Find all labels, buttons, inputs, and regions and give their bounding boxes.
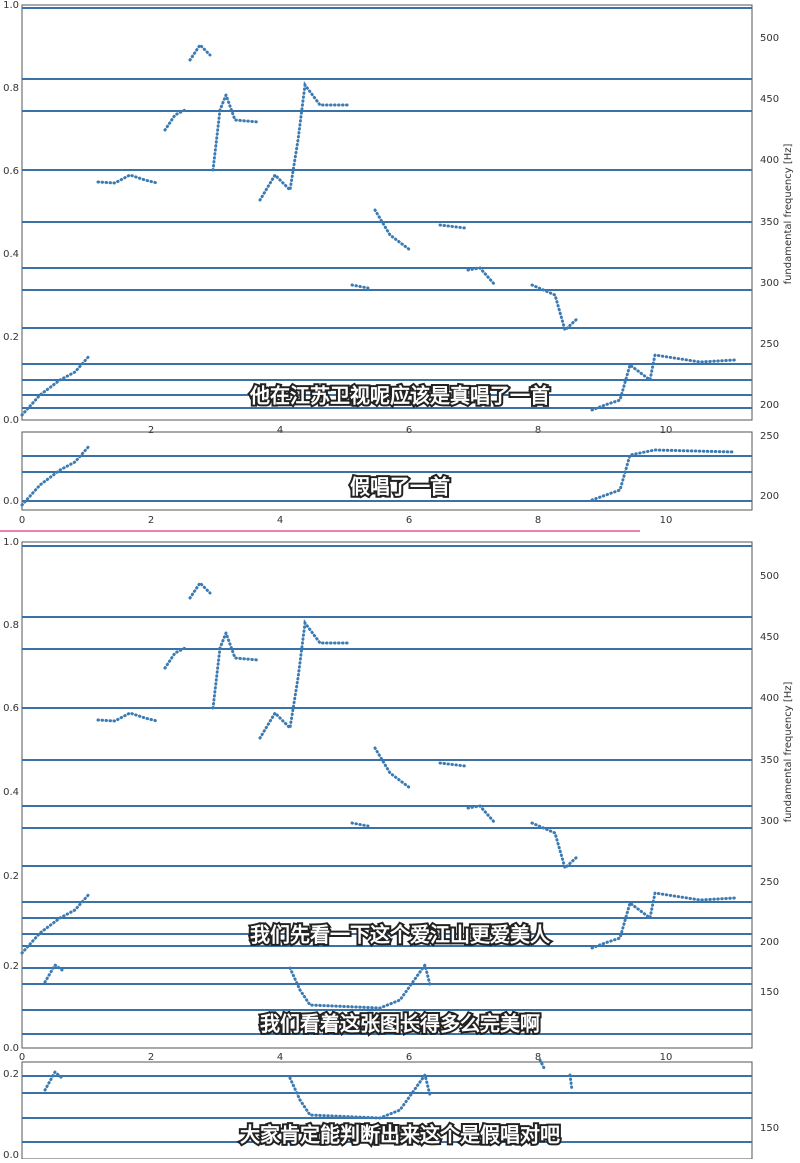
left-tick-label: 0.2 [3, 1069, 19, 1080]
x-tick-label: 4 [277, 515, 283, 526]
pitch-contour [43, 961, 432, 1010]
left-tick-label: 0.0 [3, 1043, 19, 1054]
pitch-contour [20, 443, 737, 507]
x-tick-label: 4 [277, 1052, 283, 1063]
right-tick-label: 150 [760, 987, 779, 998]
x-tick-label: 10 [660, 425, 673, 436]
right-tick-label: 250 [760, 339, 779, 350]
pitch-contour [20, 42, 737, 417]
right-tick-label: 300 [760, 278, 779, 289]
x-tick-label: 8 [535, 515, 541, 526]
plot-area [21, 541, 753, 1049]
left-tick-label: 0.0 [3, 496, 19, 507]
left-tick-label: 0.2 [3, 332, 19, 343]
right-tick-label: 450 [760, 94, 779, 105]
left-tick-label: 0.2 [3, 961, 19, 972]
right-tick-label: 250 [760, 431, 779, 442]
x-tick-label: 10 [660, 515, 673, 526]
left-tick-label: 0.6 [3, 166, 19, 177]
right-tick-label: 400 [760, 155, 779, 166]
pitch-contour [20, 580, 737, 955]
right-tick-label: 150 [760, 1123, 779, 1134]
subtitle: 他在江苏卫视呢应该是真唱了一首 [249, 384, 550, 408]
left-tick-label: 0.0 [3, 415, 19, 426]
right-axis-label: fundamental frequency [Hz] [783, 682, 794, 823]
x-tick-label: 4 [277, 425, 283, 436]
x-tick-label: 8 [535, 1052, 541, 1063]
x-tick-label: 2 [148, 425, 154, 436]
right-tick-label: 500 [760, 571, 779, 582]
left-tick-label: 0.4 [3, 249, 19, 260]
right-tick-label: 250 [760, 877, 779, 888]
x-tick-label: 6 [406, 1052, 412, 1063]
pitch-contour [43, 1058, 574, 1120]
left-tick-label: 1.0 [3, 537, 19, 548]
x-tick-label: 8 [535, 425, 541, 436]
right-tick-label: 300 [760, 816, 779, 827]
left-tick-label: 0.2 [3, 871, 19, 882]
right-tick-label: 200 [760, 400, 779, 411]
right-tick-label: 350 [760, 755, 779, 766]
right-tick-label: 500 [760, 33, 779, 44]
x-tick-label: 0 [19, 1052, 25, 1063]
left-tick-label: 0.6 [3, 703, 19, 714]
x-tick-label: 2 [148, 1052, 154, 1063]
right-tick-label: 200 [760, 491, 779, 502]
left-tick-label: 0.8 [3, 620, 19, 631]
plot-area [21, 4, 753, 421]
x-tick-label: 10 [660, 1052, 673, 1063]
subtitle: 我们先看一下这个爱江山更爱美人 [250, 923, 551, 947]
subtitle: 我们看着这张图长得多么完美啊 [260, 1012, 540, 1036]
subtitle: 大家肯定能判断出来这个是假唱对吧 [240, 1123, 560, 1147]
left-tick-label: 1.0 [3, 0, 19, 11]
right-tick-label: 200 [760, 937, 779, 948]
x-tick-label: 6 [406, 425, 412, 436]
right-tick-label: 450 [760, 632, 779, 643]
right-tick-label: 350 [760, 217, 779, 228]
left-tick-label: 0.4 [3, 787, 19, 798]
right-tick-label: 400 [760, 693, 779, 704]
x-tick-label: 6 [406, 515, 412, 526]
left-tick-label: 0.8 [3, 83, 19, 94]
right-axis-label: fundamental frequency [Hz] [783, 144, 794, 285]
x-tick-label: 2 [148, 515, 154, 526]
left-tick-label: 0.0 [3, 1150, 19, 1159]
x-tick-label: 0 [19, 515, 25, 526]
subtitle: 假唱了一首 [350, 475, 450, 499]
